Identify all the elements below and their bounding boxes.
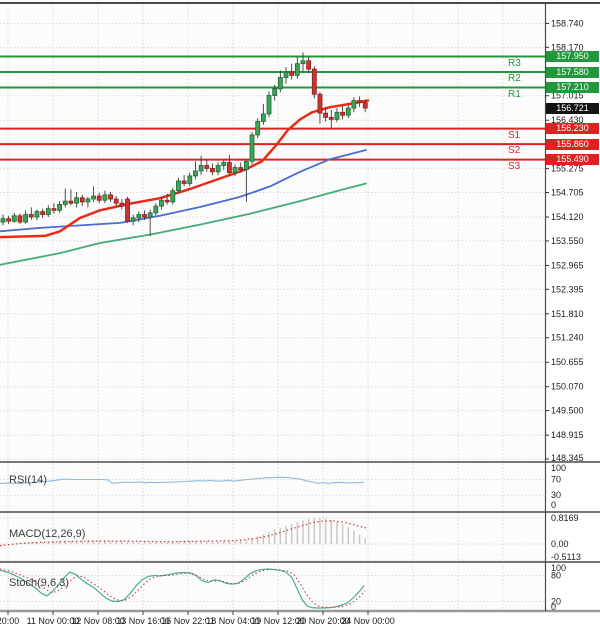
- svg-text:100: 100: [551, 463, 566, 473]
- pivot-price-badge-r3: 157.950: [546, 51, 599, 63]
- pivot-label-s2: S2: [508, 145, 521, 157]
- svg-text:16 Nov 22:01: 16 Nov 22:01: [161, 616, 215, 626]
- svg-text:24 Nov 00:00: 24 Nov 00:00: [341, 616, 395, 626]
- pivot-price-badge-r1: 157.210: [546, 82, 599, 94]
- svg-text:148.345: 148.345: [551, 453, 584, 463]
- svg-text:154.120: 154.120: [551, 212, 584, 222]
- svg-text:70: 70: [551, 475, 561, 485]
- macd-label: MACD(12,26,9): [9, 528, 86, 540]
- ma-slow-line: [0, 182, 367, 266]
- svg-text:152.395: 152.395: [551, 284, 584, 294]
- pivot-label-s1: S1: [508, 129, 521, 141]
- stoch-label: Stoch(9,6,3): [9, 577, 69, 589]
- svg-text:154.705: 154.705: [551, 188, 584, 198]
- svg-text:0: 0: [551, 602, 556, 612]
- pivot-label-r2: R2: [508, 73, 521, 85]
- moving-averages: [0, 99, 370, 266]
- svg-text:149.500: 149.500: [551, 406, 584, 416]
- svg-text:157.015: 157.015: [551, 91, 584, 101]
- svg-text:12 Nov 08:00: 12 Nov 08:00: [71, 616, 125, 626]
- svg-text:19 Nov 12:00: 19 Nov 12:00: [251, 616, 305, 626]
- stoch-k-line: [0, 568, 365, 609]
- grid-layer: [0, 5, 545, 610]
- pivot-price-badge-s1: 156.230: [546, 123, 599, 135]
- svg-text:-0.5113: -0.5113: [551, 552, 581, 562]
- svg-text:158.740: 158.740: [551, 18, 584, 28]
- svg-text:0: 0: [551, 500, 556, 510]
- svg-text:20 Nov 20:00: 20 Nov 20:00: [296, 616, 350, 626]
- svg-text:80: 80: [551, 571, 561, 581]
- pivot-label-r1: R1: [508, 88, 521, 100]
- svg-text:152.965: 152.965: [551, 260, 584, 270]
- svg-text:150.655: 150.655: [551, 357, 584, 367]
- svg-text:0.00: 0.00: [551, 539, 569, 549]
- current-price-badge: 156.721: [546, 102, 599, 114]
- pivot-price-badge-s3: 155.490: [546, 154, 599, 166]
- panel-borders: [0, 2, 600, 613]
- svg-text:148.915: 148.915: [551, 430, 584, 440]
- svg-text:100: 100: [551, 563, 566, 573]
- pivot-price-badge-r2: 157.580: [546, 66, 599, 78]
- ma-fast-line: [0, 99, 370, 239]
- svg-text:158.170: 158.170: [551, 42, 584, 52]
- svg-text:20:00: 20:00: [0, 616, 19, 626]
- pivot-label-s3: S3: [508, 160, 521, 172]
- macd-signal-line: [0, 520, 368, 547]
- svg-text:0.8169: 0.8169: [551, 513, 579, 523]
- svg-text:13 Nov 16:00: 13 Nov 16:00: [116, 616, 170, 626]
- pivot-label-r3: R3: [508, 57, 521, 69]
- candles-layer: [0, 52, 368, 237]
- price-axis-labels: 158.740 158.170 157.015 156.430 155.275 154.7…: [545, 18, 584, 463]
- svg-text:156.430: 156.430: [551, 115, 584, 125]
- rsi-label: RSI(14): [9, 474, 47, 486]
- svg-text:11 Nov 00:00: 11 Nov 00:00: [27, 616, 80, 626]
- svg-text:150.070: 150.070: [551, 382, 584, 392]
- svg-text:30: 30: [551, 490, 561, 500]
- svg-text:18 Nov 04:00: 18 Nov 04:00: [206, 616, 260, 626]
- svg-text:151.810: 151.810: [551, 309, 584, 319]
- svg-text:153.550: 153.550: [551, 236, 584, 246]
- rsi-line: [0, 476, 365, 484]
- svg-text:155.275: 155.275: [551, 164, 584, 174]
- pivot-lines: [0, 55, 545, 161]
- pivot-price-badge-s2: 155.860: [546, 138, 599, 150]
- svg-text:151.240: 151.240: [551, 333, 584, 343]
- svg-text:20: 20: [551, 597, 561, 607]
